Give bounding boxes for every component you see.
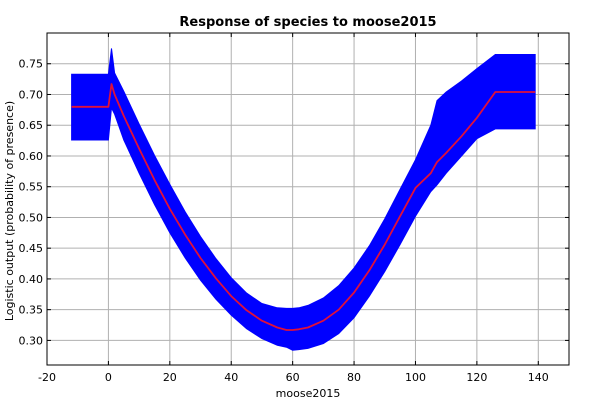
y-tick-label: 0.35: [19, 304, 44, 317]
y-tick-label: 0.60: [19, 150, 44, 163]
y-tick-label: 0.30: [19, 334, 44, 347]
y-tick-label: 0.70: [19, 88, 44, 101]
band-layer: [71, 48, 536, 351]
x-tick-label: 20: [163, 371, 177, 384]
x-tick-label: 40: [224, 371, 238, 384]
plot-frame: [46, 32, 570, 366]
y-tick-label: 0.45: [19, 242, 44, 255]
y-tick-label: 0.75: [19, 58, 44, 71]
x-axis-label: moose2015: [276, 387, 341, 400]
x-tick-label: 0: [105, 371, 112, 384]
mean-response-line: [71, 83, 536, 331]
chart-title: Response of species to moose2015: [179, 15, 436, 30]
x-tick-label: 120: [466, 371, 487, 384]
x-tick-label: 80: [347, 371, 361, 384]
x-tick-label: 140: [528, 371, 549, 384]
grid-layer: [47, 33, 569, 365]
line-layer: [71, 83, 536, 331]
tick-layer: -20 0 20 40 60 80 100 120 140 0.30 0.35 0.40 0.45 0.5…: [19, 33, 569, 384]
y-axis-label: Logistic output (probability of presence…: [3, 101, 16, 321]
y-tick-label: 0.40: [19, 273, 44, 286]
x-tick-label: 100: [405, 371, 426, 384]
y-tick-label: 0.65: [19, 119, 44, 132]
confidence-band: [71, 48, 536, 351]
y-tick-label: 0.50: [19, 211, 44, 224]
x-tick-label: -20: [38, 371, 56, 384]
x-tick-label: 60: [286, 371, 300, 384]
y-tick-label: 0.55: [19, 181, 44, 194]
